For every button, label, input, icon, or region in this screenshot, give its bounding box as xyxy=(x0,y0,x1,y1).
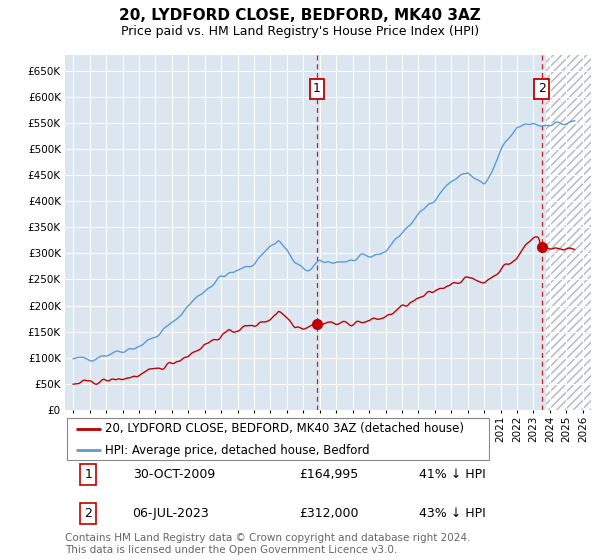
Text: 1: 1 xyxy=(85,469,92,482)
Text: 41% ↓ HPI: 41% ↓ HPI xyxy=(419,469,485,482)
Text: 30-OCT-2009: 30-OCT-2009 xyxy=(133,469,215,482)
Text: £164,995: £164,995 xyxy=(299,469,358,482)
Bar xyxy=(546,55,591,410)
Text: £312,000: £312,000 xyxy=(299,507,359,520)
Text: 43% ↓ HPI: 43% ↓ HPI xyxy=(419,507,485,520)
Text: HPI: Average price, detached house, Bedford: HPI: Average price, detached house, Bedf… xyxy=(106,444,370,457)
Text: Price paid vs. HM Land Registry's House Price Index (HPI): Price paid vs. HM Land Registry's House … xyxy=(121,25,479,38)
Text: Contains HM Land Registry data © Crown copyright and database right 2024.
This d: Contains HM Land Registry data © Crown c… xyxy=(65,533,470,554)
Text: 2: 2 xyxy=(85,507,92,520)
FancyBboxPatch shape xyxy=(67,418,489,460)
Text: 2: 2 xyxy=(538,82,545,95)
Text: 20, LYDFORD CLOSE, BEDFORD, MK40 3AZ: 20, LYDFORD CLOSE, BEDFORD, MK40 3AZ xyxy=(119,8,481,23)
Text: 1: 1 xyxy=(313,82,321,95)
Text: 06-JUL-2023: 06-JUL-2023 xyxy=(133,507,209,520)
Text: 20, LYDFORD CLOSE, BEDFORD, MK40 3AZ (detached house): 20, LYDFORD CLOSE, BEDFORD, MK40 3AZ (de… xyxy=(106,422,464,435)
